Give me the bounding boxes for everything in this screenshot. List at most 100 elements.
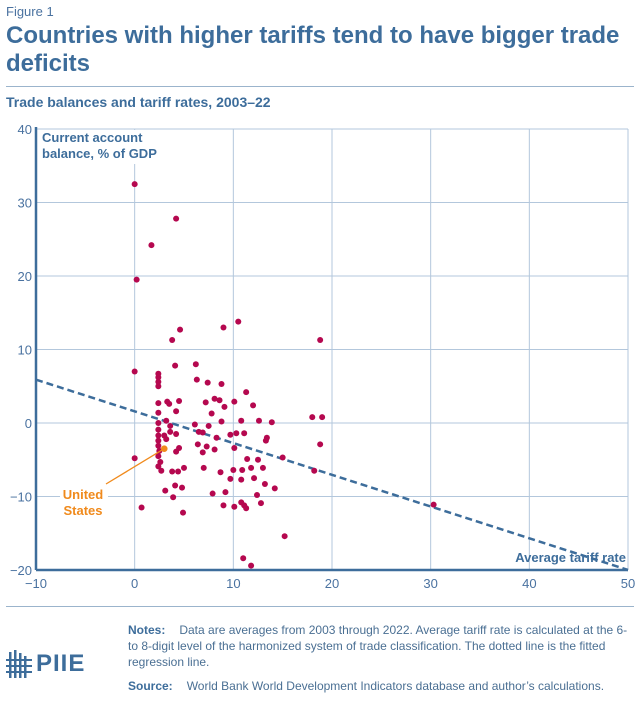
data-point <box>173 408 180 415</box>
data-point <box>244 456 251 463</box>
data-point <box>173 215 180 222</box>
y-axis-label: balance, % of GDP <box>42 146 157 161</box>
data-point <box>317 441 324 448</box>
notes-label: Notes: <box>128 623 166 637</box>
data-point <box>209 490 216 497</box>
data-point <box>203 443 210 450</box>
data-point <box>169 336 176 343</box>
x-tick-label: 30 <box>423 576 437 591</box>
data-point <box>259 464 266 471</box>
data-point <box>155 453 162 460</box>
data-point <box>131 455 138 462</box>
data-point <box>170 494 177 501</box>
data-point <box>235 318 242 325</box>
data-point <box>243 505 250 512</box>
data-point <box>254 492 261 499</box>
data-point <box>217 469 224 476</box>
data-point <box>239 467 246 474</box>
grid <box>36 128 629 570</box>
y-axis-label: Current account <box>42 130 143 145</box>
data-point <box>155 400 162 407</box>
data-point <box>271 485 278 492</box>
data-point <box>231 398 238 405</box>
data-point <box>262 437 269 444</box>
data-point <box>240 555 247 562</box>
notes-paragraph: Notes: Data are averages from 2003 throug… <box>128 622 633 670</box>
data-point <box>261 481 268 488</box>
data-point <box>241 430 248 437</box>
data-points <box>131 181 437 569</box>
data-point <box>204 379 211 386</box>
data-point <box>167 428 174 435</box>
data-point <box>199 429 206 436</box>
chart-title: Countries with higher tariffs tend to ha… <box>6 22 620 77</box>
data-point <box>250 402 257 409</box>
data-point <box>175 468 182 475</box>
data-point <box>163 417 170 424</box>
data-point <box>233 430 240 437</box>
data-point <box>218 381 225 388</box>
data-point <box>180 509 187 516</box>
y-tick-label: 0 <box>25 416 32 431</box>
data-point <box>155 383 162 390</box>
data-point <box>173 431 180 438</box>
data-point <box>222 489 229 496</box>
data-point <box>230 467 237 474</box>
y-tick-label: 20 <box>18 269 32 284</box>
figure-label: Figure 1 <box>6 4 54 19</box>
data-point <box>176 444 183 451</box>
x-tick-label: 50 <box>621 576 635 591</box>
data-point <box>155 437 162 444</box>
highlight-point-united-states <box>160 445 168 453</box>
data-point <box>238 476 245 483</box>
data-point <box>155 463 162 470</box>
data-point <box>191 421 198 428</box>
axes <box>34 127 628 572</box>
data-point <box>131 181 138 188</box>
data-point <box>181 464 187 471</box>
data-point <box>177 326 184 333</box>
source-label: Source: <box>128 679 173 693</box>
x-tick-label: 10 <box>226 576 240 591</box>
data-point <box>194 441 201 448</box>
data-point <box>202 399 209 406</box>
x-axis-label: Average tariff rate <box>515 550 626 565</box>
data-point <box>430 501 437 508</box>
x-tick-label: 0 <box>131 576 138 591</box>
data-point <box>200 464 207 471</box>
highlight-label-bg <box>60 486 108 520</box>
source-text: World Bank World Development Indicators … <box>186 679 605 693</box>
y-tick-label: 30 <box>18 196 32 211</box>
data-point <box>248 464 255 471</box>
data-point <box>281 533 288 540</box>
data-point <box>163 436 170 443</box>
y-tick-label: 10 <box>18 343 32 358</box>
notes-divider <box>6 606 634 607</box>
data-point <box>155 374 162 381</box>
data-point <box>231 444 238 451</box>
building-icon <box>6 650 32 678</box>
data-point <box>179 484 186 491</box>
highlight-label: States <box>63 503 102 518</box>
data-point <box>221 403 228 410</box>
data-point <box>227 475 234 482</box>
data-point <box>309 414 316 421</box>
data-point <box>172 362 179 369</box>
data-point <box>216 397 223 404</box>
data-point <box>255 417 262 424</box>
y-tick-label: 40 <box>18 122 32 137</box>
data-point <box>251 475 258 482</box>
data-point <box>155 420 162 426</box>
data-point <box>255 456 261 463</box>
data-point <box>158 467 165 474</box>
x-tick-label: 20 <box>325 576 339 591</box>
data-point <box>213 434 220 441</box>
data-point <box>193 376 200 383</box>
data-point <box>319 414 326 421</box>
data-point <box>211 395 218 402</box>
y-tick-label: −10 <box>10 490 32 505</box>
